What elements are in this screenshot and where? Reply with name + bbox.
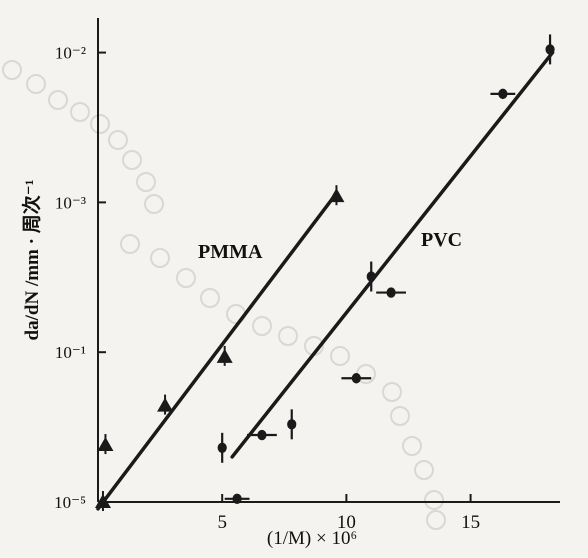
point-pvc xyxy=(257,429,267,441)
watermark-ring xyxy=(382,382,402,402)
watermark-ring xyxy=(2,60,22,80)
point-pvc xyxy=(351,373,361,384)
x-tick-label: 5 xyxy=(217,512,227,533)
x-tick-label: 15 xyxy=(461,512,480,533)
series-label-pmma: PMMA xyxy=(198,241,263,263)
point-pvc xyxy=(498,88,508,100)
watermark-ring xyxy=(426,510,446,530)
watermark-ring xyxy=(108,130,128,150)
point-pvc xyxy=(287,419,297,430)
point-pvc xyxy=(232,493,242,505)
x-tick-label: 10 xyxy=(337,512,356,533)
watermark-ring xyxy=(144,194,164,214)
point-pvc xyxy=(386,287,396,298)
watermark-ring xyxy=(330,346,350,366)
watermark-ring xyxy=(120,234,140,254)
chart-axes xyxy=(97,18,560,503)
y-tick-label: 10⁻² xyxy=(55,44,86,63)
y-axis-label: da/dN /mm · 周次⁻¹ xyxy=(20,180,43,341)
y-tick-label: 10⁻³ xyxy=(55,193,86,212)
watermark-ring xyxy=(48,90,68,110)
data-points xyxy=(94,34,555,511)
axis-ticks: 5 10 15 10⁻⁵ 10⁻¹ 10⁻³ 10⁻² xyxy=(54,44,480,533)
watermark-ring xyxy=(200,288,220,308)
watermark-ring xyxy=(390,406,410,426)
watermark-ring xyxy=(122,150,142,170)
y-tick-label: 10⁻⁵ xyxy=(54,493,86,512)
fit-line-pvc xyxy=(230,50,555,459)
background-watermark xyxy=(2,60,446,530)
watermark-ring xyxy=(26,74,46,94)
watermark-ring xyxy=(414,460,434,480)
fit-lines xyxy=(96,50,555,511)
watermark-ring xyxy=(70,102,90,122)
watermark-ring xyxy=(278,326,298,346)
y-tick-label: 10⁻¹ xyxy=(55,343,86,362)
x-axis-label: (1/M) × 10⁶ xyxy=(267,528,357,549)
point-pvc xyxy=(545,44,555,55)
watermark-ring xyxy=(402,436,422,456)
watermark-ring xyxy=(176,268,196,288)
watermark-ring xyxy=(150,248,170,268)
watermark-ring xyxy=(90,114,110,134)
point-pvc xyxy=(366,271,376,282)
watermark-ring xyxy=(252,316,272,336)
point-pvc xyxy=(217,442,227,454)
watermark-ring xyxy=(136,172,156,192)
fit-line-pmma xyxy=(96,191,339,511)
watermark-ring xyxy=(424,490,444,510)
series-label-pvc: PVC xyxy=(421,229,462,251)
